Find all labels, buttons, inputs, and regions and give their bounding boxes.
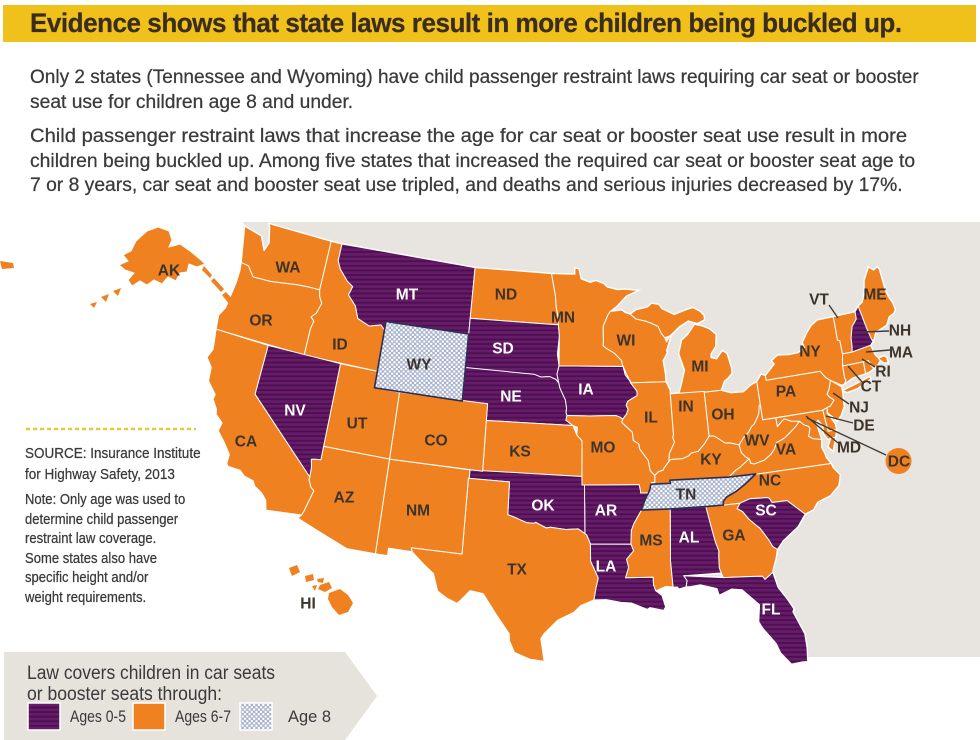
- svg-text:KS: KS: [509, 444, 531, 461]
- svg-text:CT: CT: [861, 379, 882, 396]
- svg-text:OK: OK: [531, 498, 555, 515]
- svg-text:IL: IL: [644, 410, 658, 427]
- svg-text:NJ: NJ: [849, 400, 869, 417]
- svg-text:MT: MT: [396, 287, 419, 304]
- svg-text:KY: KY: [700, 452, 722, 469]
- svg-text:NV: NV: [284, 403, 306, 420]
- svg-text:OR: OR: [249, 313, 272, 330]
- svg-text:FL: FL: [762, 602, 781, 619]
- svg-text:WY: WY: [407, 357, 433, 374]
- svg-text:ID: ID: [332, 337, 348, 354]
- svg-text:or booster seats through:: or booster seats through:: [27, 684, 222, 705]
- svg-text:HI: HI: [300, 596, 316, 613]
- svg-text:AK: AK: [158, 263, 181, 280]
- svg-text:ME: ME: [863, 287, 886, 304]
- svg-text:ND: ND: [495, 287, 517, 304]
- svg-text:UT: UT: [347, 416, 368, 433]
- svg-text:MO: MO: [591, 440, 616, 457]
- svg-text:SC: SC: [755, 503, 777, 520]
- svg-text:AR: AR: [595, 503, 617, 520]
- svg-text:WI: WI: [617, 333, 636, 350]
- svg-text:GA: GA: [722, 528, 745, 545]
- svg-text:MA: MA: [889, 345, 913, 362]
- svg-text:IN: IN: [678, 399, 694, 416]
- svg-text:VA: VA: [776, 442, 796, 459]
- svg-text:PA: PA: [776, 384, 796, 401]
- svg-text:RI: RI: [875, 364, 891, 381]
- svg-text:NH: NH: [889, 323, 911, 340]
- svg-text:Law covers children in car sea: Law covers children in car seats: [27, 663, 275, 684]
- svg-text:Age 8: Age 8: [288, 707, 331, 726]
- svg-text:LA: LA: [596, 559, 617, 576]
- svg-text:VT: VT: [809, 292, 829, 309]
- svg-text:OH: OH: [711, 407, 734, 424]
- svg-text:NE: NE: [500, 389, 522, 406]
- svg-text:MD: MD: [837, 440, 861, 457]
- svg-text:MN: MN: [551, 310, 575, 327]
- svg-text:TX: TX: [507, 562, 527, 579]
- svg-text:WV: WV: [745, 433, 771, 450]
- svg-text:CA: CA: [235, 434, 257, 451]
- svg-text:TN: TN: [676, 487, 697, 504]
- svg-text:MS: MS: [639, 533, 662, 550]
- svg-text:NY: NY: [799, 344, 821, 361]
- svg-text:Ages 6-7: Ages 6-7: [175, 707, 231, 726]
- svg-text:WA: WA: [276, 260, 301, 277]
- svg-text:Ages 0-5: Ages 0-5: [70, 707, 126, 726]
- svg-text:AL: AL: [679, 530, 700, 547]
- svg-text:CO: CO: [424, 433, 447, 450]
- svg-text:IA: IA: [578, 382, 594, 399]
- svg-text:SD: SD: [492, 341, 514, 358]
- svg-text:DC: DC: [888, 454, 910, 471]
- svg-text:MI: MI: [691, 359, 708, 376]
- svg-text:NM: NM: [406, 503, 430, 520]
- svg-text:AZ: AZ: [334, 490, 355, 507]
- svg-text:DE: DE: [853, 418, 875, 435]
- svg-text:NC: NC: [759, 473, 781, 490]
